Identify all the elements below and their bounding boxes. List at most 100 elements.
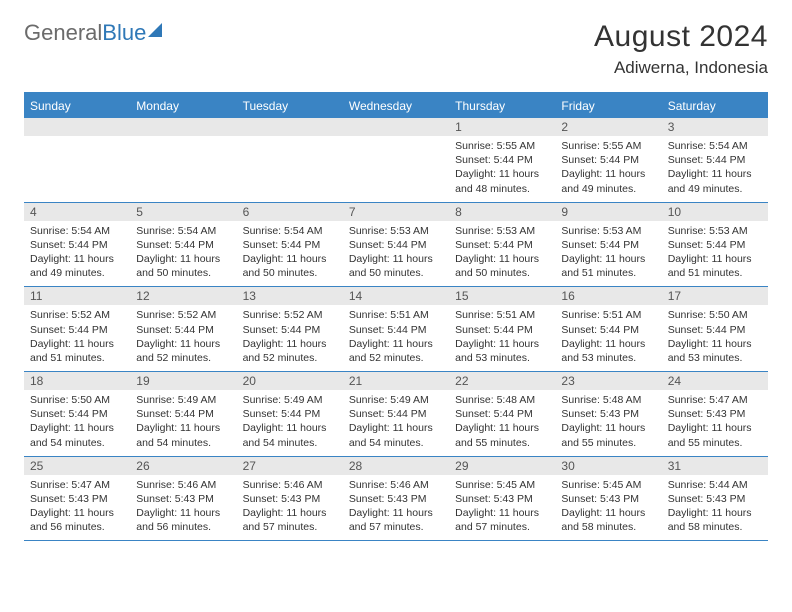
day-cell: 18Sunrise: 5:50 AMSunset: 5:44 PMDayligh…: [24, 372, 130, 456]
day-cell: 13Sunrise: 5:52 AMSunset: 5:44 PMDayligh…: [237, 287, 343, 371]
calendar-week-row: 25Sunrise: 5:47 AMSunset: 5:43 PMDayligh…: [24, 457, 768, 542]
day-details: Sunrise: 5:45 AMSunset: 5:43 PMDaylight:…: [449, 475, 555, 541]
day-number: 13: [237, 287, 343, 305]
day-number: 6: [237, 203, 343, 221]
sunset-line: Sunset: 5:44 PM: [243, 407, 337, 421]
day-cell: 19Sunrise: 5:49 AMSunset: 5:44 PMDayligh…: [130, 372, 236, 456]
sunset-line: Sunset: 5:44 PM: [668, 238, 762, 252]
daylight-line: Daylight: 11 hours and 56 minutes.: [136, 506, 230, 534]
day-cell: 12Sunrise: 5:52 AMSunset: 5:44 PMDayligh…: [130, 287, 236, 371]
daylight-line: Daylight: 11 hours and 53 minutes.: [455, 337, 549, 365]
day-number: 12: [130, 287, 236, 305]
day-cell: 11Sunrise: 5:52 AMSunset: 5:44 PMDayligh…: [24, 287, 130, 371]
sunrise-line: Sunrise: 5:47 AM: [30, 478, 124, 492]
day-number: 26: [130, 457, 236, 475]
weekday-label: Saturday: [662, 94, 768, 118]
day-cell: 26Sunrise: 5:46 AMSunset: 5:43 PMDayligh…: [130, 457, 236, 541]
day-details: Sunrise: 5:49 AMSunset: 5:44 PMDaylight:…: [130, 390, 236, 456]
day-details: Sunrise: 5:54 AMSunset: 5:44 PMDaylight:…: [237, 221, 343, 287]
day-cell: 3Sunrise: 5:54 AMSunset: 5:44 PMDaylight…: [662, 118, 768, 202]
day-details: Sunrise: 5:47 AMSunset: 5:43 PMDaylight:…: [24, 475, 130, 541]
day-details: [343, 136, 449, 145]
sunset-line: Sunset: 5:44 PM: [136, 238, 230, 252]
sunset-line: Sunset: 5:44 PM: [349, 407, 443, 421]
calendar-week-row: 4Sunrise: 5:54 AMSunset: 5:44 PMDaylight…: [24, 203, 768, 288]
daylight-line: Daylight: 11 hours and 57 minutes.: [243, 506, 337, 534]
sunset-line: Sunset: 5:43 PM: [561, 492, 655, 506]
day-cell: 29Sunrise: 5:45 AMSunset: 5:43 PMDayligh…: [449, 457, 555, 541]
day-cell: 22Sunrise: 5:48 AMSunset: 5:44 PMDayligh…: [449, 372, 555, 456]
sunrise-line: Sunrise: 5:51 AM: [455, 308, 549, 322]
day-cell: 28Sunrise: 5:46 AMSunset: 5:43 PMDayligh…: [343, 457, 449, 541]
day-number: 8: [449, 203, 555, 221]
day-cell: [24, 118, 130, 202]
sunrise-line: Sunrise: 5:50 AM: [30, 393, 124, 407]
sunrise-line: Sunrise: 5:47 AM: [668, 393, 762, 407]
daylight-line: Daylight: 11 hours and 50 minutes.: [455, 252, 549, 280]
day-cell: 15Sunrise: 5:51 AMSunset: 5:44 PMDayligh…: [449, 287, 555, 371]
day-number: 20: [237, 372, 343, 390]
day-details: [237, 136, 343, 145]
sunrise-line: Sunrise: 5:53 AM: [349, 224, 443, 238]
sunset-line: Sunset: 5:43 PM: [561, 407, 655, 421]
sunset-line: Sunset: 5:44 PM: [349, 323, 443, 337]
daylight-line: Daylight: 11 hours and 56 minutes.: [30, 506, 124, 534]
day-cell: 14Sunrise: 5:51 AMSunset: 5:44 PMDayligh…: [343, 287, 449, 371]
calendar-body: 1Sunrise: 5:55 AMSunset: 5:44 PMDaylight…: [24, 118, 768, 541]
day-details: Sunrise: 5:55 AMSunset: 5:44 PMDaylight:…: [555, 136, 661, 202]
daylight-line: Daylight: 11 hours and 54 minutes.: [30, 421, 124, 449]
brand-logo: GeneralBlue: [24, 20, 162, 46]
day-number: [237, 118, 343, 136]
daylight-line: Daylight: 11 hours and 55 minutes.: [668, 421, 762, 449]
day-cell: 27Sunrise: 5:46 AMSunset: 5:43 PMDayligh…: [237, 457, 343, 541]
sunrise-line: Sunrise: 5:49 AM: [136, 393, 230, 407]
day-details: Sunrise: 5:51 AMSunset: 5:44 PMDaylight:…: [555, 305, 661, 371]
day-details: Sunrise: 5:53 AMSunset: 5:44 PMDaylight:…: [343, 221, 449, 287]
day-number: 18: [24, 372, 130, 390]
sunset-line: Sunset: 5:44 PM: [30, 323, 124, 337]
sunset-line: Sunset: 5:44 PM: [455, 323, 549, 337]
day-cell: 21Sunrise: 5:49 AMSunset: 5:44 PMDayligh…: [343, 372, 449, 456]
day-cell: 25Sunrise: 5:47 AMSunset: 5:43 PMDayligh…: [24, 457, 130, 541]
daylight-line: Daylight: 11 hours and 49 minutes.: [561, 167, 655, 195]
day-details: Sunrise: 5:51 AMSunset: 5:44 PMDaylight:…: [449, 305, 555, 371]
weekday-label: Wednesday: [343, 94, 449, 118]
sunset-line: Sunset: 5:44 PM: [561, 153, 655, 167]
daylight-line: Daylight: 11 hours and 52 minutes.: [243, 337, 337, 365]
sunset-line: Sunset: 5:44 PM: [561, 238, 655, 252]
day-cell: 23Sunrise: 5:48 AMSunset: 5:43 PMDayligh…: [555, 372, 661, 456]
day-number: 31: [662, 457, 768, 475]
location: Adiwerna, Indonesia: [594, 58, 768, 78]
day-number: 15: [449, 287, 555, 305]
day-cell: 7Sunrise: 5:53 AMSunset: 5:44 PMDaylight…: [343, 203, 449, 287]
sunrise-line: Sunrise: 5:49 AM: [349, 393, 443, 407]
day-number: 4: [24, 203, 130, 221]
day-number: [130, 118, 236, 136]
sunrise-line: Sunrise: 5:54 AM: [136, 224, 230, 238]
day-cell: 16Sunrise: 5:51 AMSunset: 5:44 PMDayligh…: [555, 287, 661, 371]
daylight-line: Daylight: 11 hours and 58 minutes.: [561, 506, 655, 534]
sunset-line: Sunset: 5:43 PM: [349, 492, 443, 506]
header: GeneralBlue August 2024 Adiwerna, Indone…: [24, 20, 768, 78]
sunrise-line: Sunrise: 5:51 AM: [349, 308, 443, 322]
day-number: 1: [449, 118, 555, 136]
day-cell: 2Sunrise: 5:55 AMSunset: 5:44 PMDaylight…: [555, 118, 661, 202]
day-details: Sunrise: 5:52 AMSunset: 5:44 PMDaylight:…: [24, 305, 130, 371]
day-details: Sunrise: 5:52 AMSunset: 5:44 PMDaylight:…: [130, 305, 236, 371]
day-number: 28: [343, 457, 449, 475]
day-cell: 20Sunrise: 5:49 AMSunset: 5:44 PMDayligh…: [237, 372, 343, 456]
calendar-week-row: 1Sunrise: 5:55 AMSunset: 5:44 PMDaylight…: [24, 118, 768, 203]
sunset-line: Sunset: 5:44 PM: [668, 153, 762, 167]
daylight-line: Daylight: 11 hours and 54 minutes.: [349, 421, 443, 449]
sunset-line: Sunset: 5:44 PM: [243, 238, 337, 252]
day-number: 24: [662, 372, 768, 390]
day-number: 9: [555, 203, 661, 221]
day-cell: 9Sunrise: 5:53 AMSunset: 5:44 PMDaylight…: [555, 203, 661, 287]
day-cell: 8Sunrise: 5:53 AMSunset: 5:44 PMDaylight…: [449, 203, 555, 287]
day-number: [24, 118, 130, 136]
sunset-line: Sunset: 5:44 PM: [455, 407, 549, 421]
triangle-icon: [148, 23, 162, 37]
day-details: Sunrise: 5:54 AMSunset: 5:44 PMDaylight:…: [130, 221, 236, 287]
sunset-line: Sunset: 5:43 PM: [455, 492, 549, 506]
sunset-line: Sunset: 5:43 PM: [668, 492, 762, 506]
